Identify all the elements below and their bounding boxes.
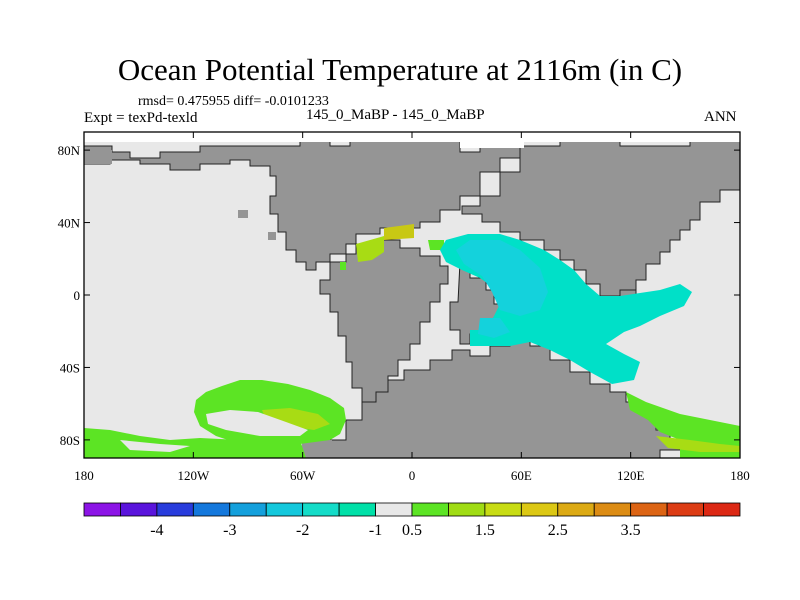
land-alaska-islands: [84, 150, 112, 164]
colorbar-box: [520, 502, 559, 517]
anomaly-yellowgreen-tethys: [356, 236, 384, 262]
colorbar-box: [229, 502, 267, 517]
stats-label: rmsd= 0.475955 diff= -0.0101233: [138, 94, 329, 109]
season-label: ANN: [704, 109, 737, 125]
x-tick-label: 180: [74, 468, 94, 483]
y-tick-label: 80N: [58, 143, 81, 158]
colorbar-label: 1.5: [475, 522, 495, 539]
colorbar-label: -4: [150, 522, 163, 539]
x-axis: 180 120W 60W 0 60E 120E 180: [74, 132, 750, 483]
nodata-arctic: [460, 140, 524, 148]
y-tick-label: 40N: [58, 216, 81, 231]
subtitle-label: 145_0_MaBP - 145_0_MaBP: [306, 107, 485, 123]
colorbar-label: 3.5: [621, 522, 641, 539]
colorbar-box: [338, 502, 376, 517]
anomaly-green-southern-ocean: [84, 428, 306, 458]
colorbar-box: [192, 502, 231, 517]
experiment-label: Expt = texPd-texld: [84, 110, 198, 126]
colorbar: -4 -3 -2 -1 0.5 1.5 2.5 3.5: [83, 502, 741, 539]
land-small-island: [268, 232, 276, 240]
colorbar-box: [666, 502, 704, 517]
x-tick-label: 120E: [617, 468, 645, 483]
colorbar-box: [593, 502, 632, 517]
anomaly-yellowgreen-indian-south: [656, 436, 740, 452]
y-tick-label: 40S: [60, 360, 80, 375]
anomaly-yellowgreen-south-pacific: [262, 408, 330, 430]
x-tick-label: 180: [730, 468, 750, 483]
map-field: [84, 132, 740, 458]
colorbar-label: -2: [296, 522, 309, 539]
colorbar-label: 2.5: [548, 522, 568, 539]
land-north-america: [84, 133, 521, 271]
x-tick-label: 60E: [511, 468, 532, 483]
colorbar-box: [411, 502, 449, 517]
colorbar-box: [484, 502, 522, 517]
anomaly-cyan-light-edge: [478, 318, 510, 338]
land-small-island: [238, 210, 248, 218]
colorbar-box: [703, 502, 741, 517]
anomaly-light-southern-ocean: [120, 440, 190, 452]
plot-title: Ocean Potential Temperature at 2116m (in…: [117, 52, 683, 87]
colorbar-label: -1: [369, 522, 382, 539]
land-west-antarctica: [302, 440, 332, 458]
colorbar-box: [630, 502, 668, 517]
anomaly-green-small: [340, 262, 346, 270]
x-tick-label: 120W: [177, 468, 210, 483]
x-tick-label: 60W: [290, 468, 316, 483]
colorbar-box: [302, 502, 340, 517]
anomaly-green-tethys: [428, 240, 444, 250]
colorbar-box: [156, 502, 194, 517]
x-tick-label: 0: [409, 468, 416, 483]
colorbar-box: [83, 502, 121, 517]
anomaly-light-south-pacific: [206, 410, 308, 436]
colorbar-box: [265, 502, 304, 517]
anomaly-cyan-light-core: [456, 240, 548, 316]
anomaly-yellow-tethys: [384, 224, 414, 240]
y-tick-label: 0: [74, 288, 81, 303]
colorbar-box: [557, 502, 595, 517]
y-tick-label: 80S: [60, 433, 80, 448]
colorbar-label: 0.5: [402, 522, 422, 539]
land-south-america: [319, 239, 449, 403]
colorbar-box: [448, 502, 486, 517]
colorbar-box: [375, 502, 413, 517]
y-axis: 80N 40N 0 40S 80S: [58, 143, 740, 448]
anomaly-green-indian-south: [626, 392, 740, 458]
colorbar-label: -3: [223, 522, 236, 539]
colorbar-box: [120, 502, 158, 517]
